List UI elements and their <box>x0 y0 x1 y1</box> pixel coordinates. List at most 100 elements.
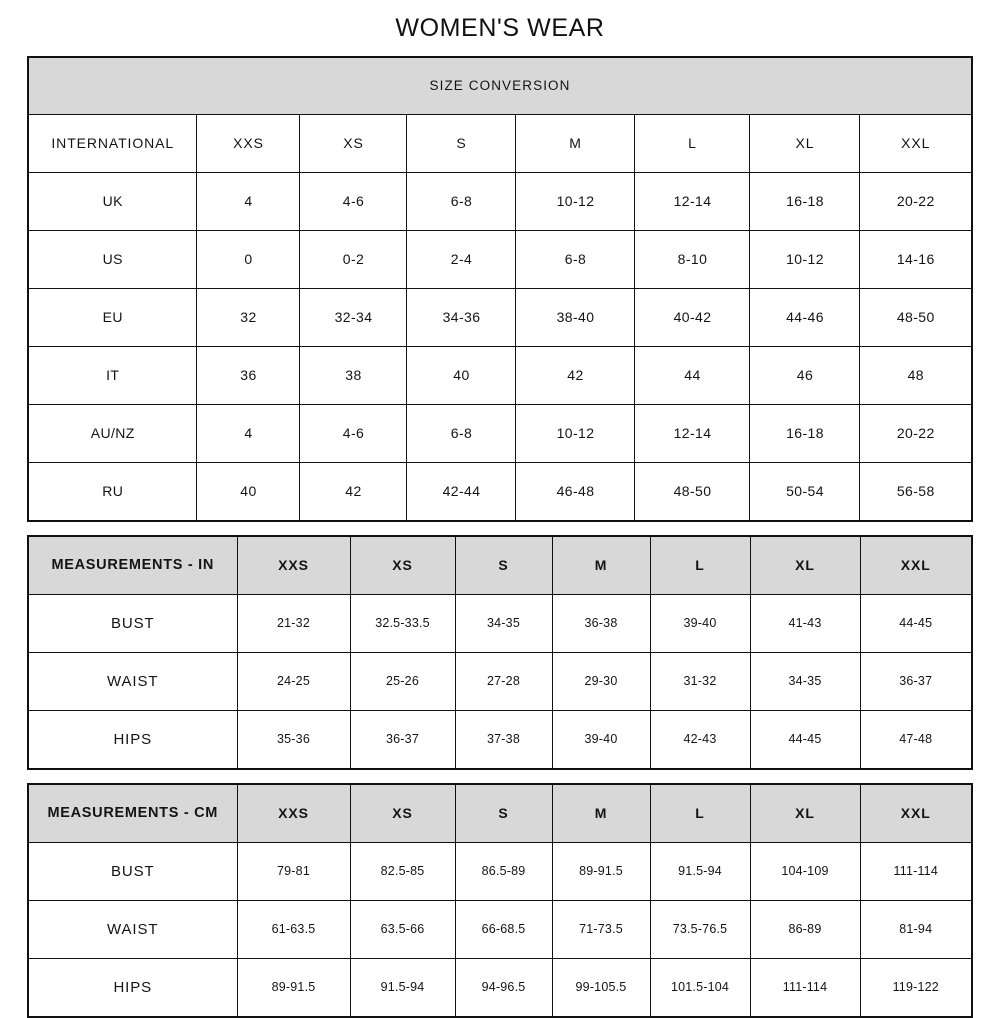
table-cell: 39-40 <box>649 593 751 653</box>
table-cell: 91.5-94 <box>349 957 456 1017</box>
column-header-m: M <box>515 113 636 173</box>
table-cell: 42-43 <box>649 709 751 769</box>
table-cell: 86-89 <box>749 899 861 959</box>
table-cell: 0-2 <box>299 229 408 289</box>
table-cell: 32 <box>196 287 301 347</box>
table-cell: 44-45 <box>859 593 973 653</box>
measurements-in-table: MEASUREMENTS - IN XXS XS S M L XL XXL BU… <box>27 534 973 770</box>
table-cell: 91.5-94 <box>649 841 751 901</box>
row-label: EU <box>27 287 198 347</box>
column-header-international: INTERNATIONAL <box>27 113 198 173</box>
table-cell: 38-40 <box>515 287 636 347</box>
table-row: WAIST 24-25 25-26 27-28 29-30 31-32 34-3… <box>27 651 973 711</box>
column-header-l: L <box>649 535 751 595</box>
table-cell: 44-45 <box>749 709 861 769</box>
column-header-xl: XL <box>749 535 861 595</box>
table-cell: 39-40 <box>551 709 651 769</box>
table-cell: 8-10 <box>634 229 751 289</box>
table-cell: 34-35 <box>749 651 861 711</box>
table-cell: 63.5-66 <box>349 899 456 959</box>
table-cell: 42 <box>515 345 636 405</box>
table-cell: 36-37 <box>859 651 973 711</box>
row-label: HIPS <box>27 957 238 1017</box>
table-cell: 4 <box>196 171 301 231</box>
table-row: AU/NZ 4 4-6 6-8 10-12 12-14 16-18 20-22 <box>27 403 973 463</box>
table-row: EU 32 32-34 34-36 38-40 40-42 44-46 48-5… <box>27 287 973 347</box>
table-cell: 38 <box>299 345 408 405</box>
column-header-l: L <box>634 113 751 173</box>
table-cell: 31-32 <box>649 651 751 711</box>
table-cell: 0 <box>196 229 301 289</box>
table-cell: 81-94 <box>859 899 973 959</box>
table-cell: 40-42 <box>634 287 751 347</box>
table-cell: 50-54 <box>749 461 861 521</box>
table-cell: 48-50 <box>634 461 751 521</box>
table-cell: 25-26 <box>349 651 456 711</box>
table-cell: 89-91.5 <box>236 957 351 1017</box>
column-header-m: M <box>551 535 651 595</box>
table-cell: 44-46 <box>749 287 861 347</box>
table-cell: 41-43 <box>749 593 861 653</box>
table-cell: 48-50 <box>859 287 973 347</box>
table-cell: 40 <box>196 461 301 521</box>
table-cell: 44 <box>634 345 751 405</box>
table-cell: 4 <box>196 403 301 463</box>
table-cell: 34-35 <box>454 593 553 653</box>
column-header-m: M <box>551 783 651 843</box>
column-header-l: L <box>649 783 751 843</box>
table-cell: 10-12 <box>749 229 861 289</box>
table-cell: 12-14 <box>634 171 751 231</box>
table-cell: 34-36 <box>406 287 517 347</box>
table-row: US 0 0-2 2-4 6-8 8-10 10-12 14-16 <box>27 229 973 289</box>
table-cell: 36-38 <box>551 593 651 653</box>
table-cell: 32-34 <box>299 287 408 347</box>
column-header-measurements-in: MEASUREMENTS - IN <box>27 535 238 595</box>
table-cell: 35-36 <box>236 709 351 769</box>
table-cell: 40 <box>406 345 517 405</box>
column-header-xxs: XXS <box>196 113 301 173</box>
table-cell: 79-81 <box>236 841 351 901</box>
table-cell: 47-48 <box>859 709 973 769</box>
table-header-row: INTERNATIONAL XXS XS S M L XL XXL <box>27 113 973 173</box>
table-cell: 4-6 <box>299 403 408 463</box>
table-cell: 42 <box>299 461 408 521</box>
table-cell: 6-8 <box>515 229 636 289</box>
table-cell: 12-14 <box>634 403 751 463</box>
table-row: BUST 21-32 32.5-33.5 34-35 36-38 39-40 4… <box>27 593 973 653</box>
table-cell: 32.5-33.5 <box>349 593 456 653</box>
table-cell: 10-12 <box>515 403 636 463</box>
table-cell: 101.5-104 <box>649 957 751 1017</box>
table-cell: 42-44 <box>406 461 517 521</box>
column-header-s: S <box>406 113 517 173</box>
table-row: UK 4 4-6 6-8 10-12 12-14 16-18 20-22 <box>27 171 973 231</box>
table-cell: 16-18 <box>749 403 861 463</box>
table-cell: 6-8 <box>406 171 517 231</box>
table-cell: 94-96.5 <box>454 957 553 1017</box>
table-cell: 89-91.5 <box>551 841 651 901</box>
column-header-measurements-cm: MEASUREMENTS - CM <box>27 783 238 843</box>
table-row: HIPS 35-36 36-37 37-38 39-40 42-43 44-45… <box>27 709 973 769</box>
column-header-xs: XS <box>299 113 408 173</box>
table-cell: 2-4 <box>406 229 517 289</box>
table-cell: 82.5-85 <box>349 841 456 901</box>
table-cell: 20-22 <box>859 171 973 231</box>
table-cell: 66-68.5 <box>454 899 553 959</box>
table-cell: 4-6 <box>299 171 408 231</box>
row-label: WAIST <box>27 899 238 959</box>
size-conversion-banner: SIZE CONVERSION <box>27 56 973 115</box>
page-title: WOMEN'S WEAR <box>395 14 605 42</box>
table-cell: 20-22 <box>859 403 973 463</box>
row-label: UK <box>27 171 198 231</box>
table-cell: 61-63.5 <box>236 899 351 959</box>
table-header-row: MEASUREMENTS - IN XXS XS S M L XL XXL <box>27 535 973 595</box>
table-row: IT 36 38 40 42 44 46 48 <box>27 345 973 405</box>
table-row: BUST 79-81 82.5-85 86.5-89 89-91.5 91.5-… <box>27 841 973 901</box>
table-header-row: MEASUREMENTS - CM XXS XS S M L XL XXL <box>27 783 973 843</box>
table-banner-row: SIZE CONVERSION <box>27 56 973 115</box>
table-cell: 46-48 <box>515 461 636 521</box>
row-label: AU/NZ <box>27 403 198 463</box>
row-label: RU <box>27 461 198 521</box>
table-cell: 111-114 <box>749 957 861 1017</box>
measurements-cm-table: MEASUREMENTS - CM XXS XS S M L XL XXL BU… <box>27 782 973 1018</box>
